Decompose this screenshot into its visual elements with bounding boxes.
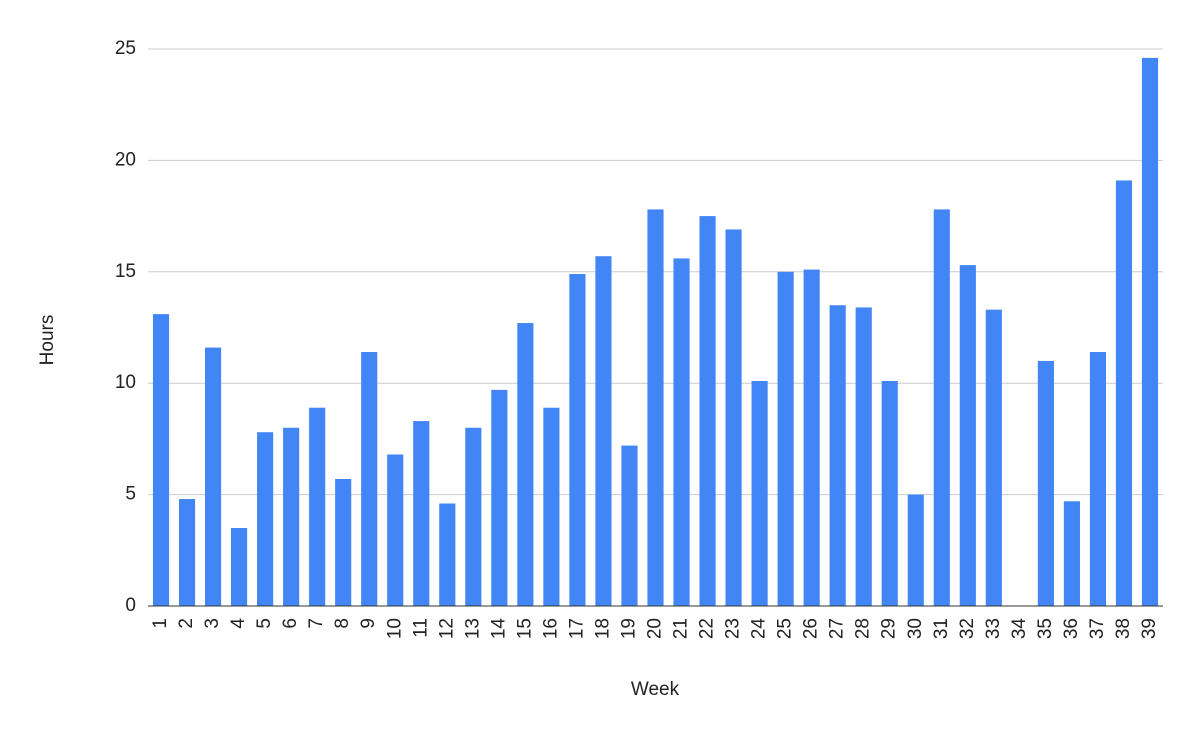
bar [959,265,976,606]
x-tick-label: 13 [462,618,483,639]
bar [439,503,456,606]
x-tick-label: 19 [618,618,639,639]
bar [178,499,196,606]
x-tick-label: 10 [384,618,405,639]
bar [907,494,924,606]
x-tick-label: 32 [957,618,978,639]
x-tick-label: 22 [697,618,718,639]
x-tick-label: 24 [749,618,770,640]
x-tick-label: 11 [410,618,431,638]
x-tick-label: 35 [1035,618,1056,639]
x-tick-label: 17 [566,618,587,639]
bar [361,352,378,606]
bar [204,347,222,606]
bar [152,314,170,606]
x-tick-label: 34 [1009,618,1030,640]
y-tick-label: 5 [125,484,136,505]
bar [595,256,612,606]
bar [933,209,950,606]
bar [1089,352,1107,606]
bar [985,309,1002,606]
bar [283,427,300,606]
bar [465,427,482,606]
y-tick-label: 15 [115,261,136,282]
bar [699,216,716,606]
x-tick-label: 23 [723,618,744,639]
x-tick-label: 5 [254,618,275,629]
x-tick-label: 39 [1139,618,1160,639]
bar [569,274,586,606]
bar [621,445,638,606]
bar [257,432,274,606]
bar [777,271,794,606]
x-tick-label: 15 [514,618,535,639]
bar [829,305,846,606]
x-tick-label: 14 [488,618,509,640]
bar [1115,180,1133,606]
bar [543,407,560,606]
x-tick-label: 9 [358,618,379,629]
x-tick-label: 38 [1113,618,1134,639]
x-tick-label: 21 [671,618,692,639]
x-tick-label: 20 [645,618,666,639]
x-tick-label: 2 [176,618,197,629]
x-tick-label: 27 [827,618,848,639]
bar [413,421,430,606]
bar [647,209,664,606]
x-tick-label: 18 [592,618,613,639]
x-tick-label: 4 [228,618,249,629]
x-tick-label: 33 [983,618,1004,639]
x-tick-label: 36 [1061,618,1082,639]
x-tick-label: 16 [540,618,561,639]
bar [725,229,742,606]
y-axis-label: Hours [37,315,58,366]
bar [387,454,404,606]
x-tick-label: 12 [436,618,457,639]
bar [335,479,352,606]
bar [1063,501,1080,606]
bar [673,258,690,606]
x-tick-label: 1 [150,618,171,629]
bar [881,380,898,606]
x-tick-label: 6 [280,618,301,629]
y-tick-label: 25 [115,38,136,59]
x-tick-label: 7 [306,618,327,629]
bar [231,528,248,606]
bar [491,389,508,606]
x-axis-label: Week [631,679,680,700]
x-tick-label: 28 [853,618,874,639]
bar [803,269,820,606]
x-tick-label: 30 [905,618,926,639]
x-tick-label: 26 [801,618,822,639]
x-tick-label: 8 [332,618,353,629]
x-tick-label: 3 [202,618,223,629]
x-tick-label: 37 [1087,618,1108,639]
bar [309,407,326,606]
y-tick-label: 20 [115,149,136,170]
x-tick-label: 29 [879,618,900,639]
x-tick-label: 31 [931,618,952,639]
y-tick-label: 10 [115,372,136,393]
bar [751,380,768,606]
bar [517,323,534,606]
bar [1037,360,1054,606]
y-tick-label: 0 [125,595,136,616]
bar [1141,57,1159,607]
bar [855,307,872,606]
x-tick-label: 25 [775,618,796,639]
